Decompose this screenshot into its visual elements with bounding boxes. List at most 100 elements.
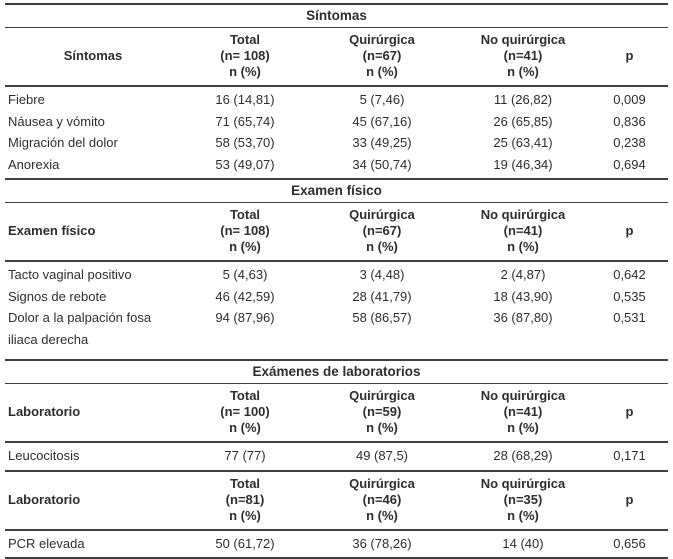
header-line-pct: n (%) bbox=[309, 420, 455, 436]
column-header-p: p bbox=[591, 48, 668, 64]
cell-p-value: 0,531 bbox=[591, 307, 668, 329]
header-line-n: (n=41) bbox=[455, 223, 591, 239]
row-group: Fiebre 16 (14,81) 5 (7,46) 11 (26,82) 0,… bbox=[5, 87, 668, 180]
cell-surgical: 36 (78,26) bbox=[309, 533, 455, 555]
cell-nonsurgical: 11 (26,82) bbox=[455, 89, 591, 111]
section-banner: Exámenes de laboratorios bbox=[5, 361, 668, 384]
cell-total: 50 (61,72) bbox=[181, 533, 309, 555]
cell-surgical: 5 (7,46) bbox=[309, 89, 455, 111]
cell-total: 77 (77) bbox=[181, 445, 309, 467]
header-line-name: No quirúrgica bbox=[455, 207, 591, 223]
header-line-name: Quirúrgica bbox=[309, 476, 455, 492]
header-line-n: (n= 108) bbox=[181, 223, 309, 239]
row-label: Migración del dolor bbox=[5, 132, 181, 154]
section-laboratorios: Exámenes de laboratorios Laboratorio Tot… bbox=[5, 361, 668, 559]
header-line-pct: n (%) bbox=[309, 239, 455, 255]
column-header-surgical: Quirúrgica (n=67) n (%) bbox=[309, 32, 455, 80]
cell-surgical: 58 (86,57) bbox=[309, 307, 455, 329]
row-label: Tacto vaginal positivo bbox=[5, 264, 181, 286]
column-header-surgical: Quirúrgica (n=46) n (%) bbox=[309, 476, 455, 524]
header-line-pct: n (%) bbox=[455, 239, 591, 255]
cell-total: 53 (49,07) bbox=[181, 154, 309, 176]
cell-nonsurgical: 14 (40) bbox=[455, 533, 591, 555]
section-banner: Examen físico bbox=[5, 180, 668, 203]
header-line-n: (n=67) bbox=[309, 223, 455, 239]
cell-total: 46 (42,59) bbox=[181, 286, 309, 308]
table-row-leucocitosis: Leucocitosis 77 (77) 49 (87,5) 28 (68,29… bbox=[5, 445, 668, 467]
section-banner: Síntomas bbox=[5, 5, 668, 28]
header-row: Laboratorio Total (n= 100) n (%) Quirúrg… bbox=[5, 384, 668, 443]
column-header-total: Total (n= 100) n (%) bbox=[181, 388, 309, 436]
cell-nonsurgical: 28 (68,29) bbox=[455, 445, 591, 467]
header-line-name: No quirúrgica bbox=[455, 476, 591, 492]
column-header-surgical: Quirúrgica (n=59) n (%) bbox=[309, 388, 455, 436]
row-label: Leucocitosis bbox=[5, 445, 181, 467]
column-header-total: Total (n=81) n (%) bbox=[181, 476, 309, 524]
column-header-p: p bbox=[591, 223, 668, 239]
header-line-name: Total bbox=[181, 476, 309, 492]
cell-total: 16 (14,81) bbox=[181, 89, 309, 111]
cell-nonsurgical: 18 (43,90) bbox=[455, 286, 591, 308]
header-line-name: Total bbox=[181, 388, 309, 404]
column-header-nonsurgical: No quirúrgica (n=35) n (%) bbox=[455, 476, 591, 524]
header-row: Examen físico Total (n= 108) n (%) Quirú… bbox=[5, 203, 668, 262]
section-sintomas: Síntomas Síntomas Total (n= 108) n (%) Q… bbox=[5, 5, 668, 180]
row-group: Leucocitosis 77 (77) 49 (87,5) 28 (68,29… bbox=[5, 443, 668, 472]
row-label: Náusea y vómito bbox=[5, 111, 181, 133]
cell-nonsurgical: 26 (65,85) bbox=[455, 111, 591, 133]
column-header-label: Síntomas bbox=[5, 48, 181, 64]
column-header-nonsurgical: No quirúrgica (n=41) n (%) bbox=[455, 32, 591, 80]
row-group: PCR elevada 50 (61,72) 36 (78,26) 14 (40… bbox=[5, 531, 668, 559]
column-header-total: Total (n= 108) n (%) bbox=[181, 32, 309, 80]
header-line-name: No quirúrgica bbox=[455, 388, 591, 404]
header-line-n: (n=41) bbox=[455, 404, 591, 420]
row-group: Tacto vaginal positivo 5 (4,63) 3 (4,48)… bbox=[5, 262, 668, 361]
cell-p-value: 0,656 bbox=[591, 533, 668, 555]
cell-p-value: 0,171 bbox=[591, 445, 668, 467]
cell-nonsurgical: 2 (4,87) bbox=[455, 264, 591, 286]
table: Síntomas Síntomas Total (n= 108) n (%) Q… bbox=[5, 3, 668, 559]
header-row: Laboratorio Total (n=81) n (%) Quirúrgic… bbox=[5, 472, 668, 531]
header-line-n: (n=46) bbox=[309, 492, 455, 508]
cell-total: 58 (53,70) bbox=[181, 132, 309, 154]
header-line-name: Total bbox=[181, 32, 309, 48]
header-line-pct: n (%) bbox=[309, 508, 455, 524]
column-header-p: p bbox=[591, 492, 668, 508]
row-label: Fiebre bbox=[5, 89, 181, 111]
cell-surgical: 49 (87,5) bbox=[309, 445, 455, 467]
cell-surgical: 33 (49,25) bbox=[309, 132, 455, 154]
row-label: Anorexia bbox=[5, 154, 181, 176]
column-header-surgical: Quirúrgica (n=67) n (%) bbox=[309, 207, 455, 255]
cell-p-value: 0,535 bbox=[591, 286, 668, 308]
header-line-name: No quirúrgica bbox=[455, 32, 591, 48]
header-line-pct: n (%) bbox=[181, 508, 309, 524]
header-line-n: (n=81) bbox=[181, 492, 309, 508]
table-row-nausea: Náusea y vómito 71 (65,74) 45 (67,16) 26… bbox=[5, 111, 668, 133]
clinical-statistics-table: Síntomas Síntomas Total (n= 108) n (%) Q… bbox=[5, 3, 668, 559]
header-line-pct: n (%) bbox=[455, 64, 591, 80]
row-label: Dolor a la palpación fosa iliaca derecha bbox=[5, 307, 181, 350]
cell-nonsurgical: 36 (87,80) bbox=[455, 307, 591, 329]
header-line-n: (n= 100) bbox=[181, 404, 309, 420]
column-header-total: Total (n= 108) n (%) bbox=[181, 207, 309, 255]
column-header-nonsurgical: No quirúrgica (n=41) n (%) bbox=[455, 388, 591, 436]
header-line-pct: n (%) bbox=[181, 64, 309, 80]
cell-surgical: 34 (50,74) bbox=[309, 154, 455, 176]
cell-total: 5 (4,63) bbox=[181, 264, 309, 286]
section-examen-fisico: Examen físico Examen físico Total (n= 10… bbox=[5, 180, 668, 361]
header-row: Síntomas Total (n= 108) n (%) Quirúrgica… bbox=[5, 28, 668, 87]
column-header-label: Laboratorio bbox=[5, 492, 181, 508]
cell-surgical: 28 (41,79) bbox=[309, 286, 455, 308]
header-line-n: (n= 108) bbox=[181, 48, 309, 64]
cell-nonsurgical: 19 (46,34) bbox=[455, 154, 591, 176]
row-label: PCR elevada bbox=[5, 533, 181, 555]
cell-p-value: 0,836 bbox=[591, 111, 668, 133]
table-row-migracion: Migración del dolor 58 (53,70) 33 (49,25… bbox=[5, 132, 668, 154]
header-line-pct: n (%) bbox=[309, 64, 455, 80]
header-line-name: Quirúrgica bbox=[309, 207, 455, 223]
header-line-pct: n (%) bbox=[455, 508, 591, 524]
cell-p-value: 0,642 bbox=[591, 264, 668, 286]
row-label: Signos de rebote bbox=[5, 286, 181, 308]
table-row-pcr-elevada: PCR elevada 50 (61,72) 36 (78,26) 14 (40… bbox=[5, 533, 668, 555]
header-line-pct: n (%) bbox=[181, 239, 309, 255]
